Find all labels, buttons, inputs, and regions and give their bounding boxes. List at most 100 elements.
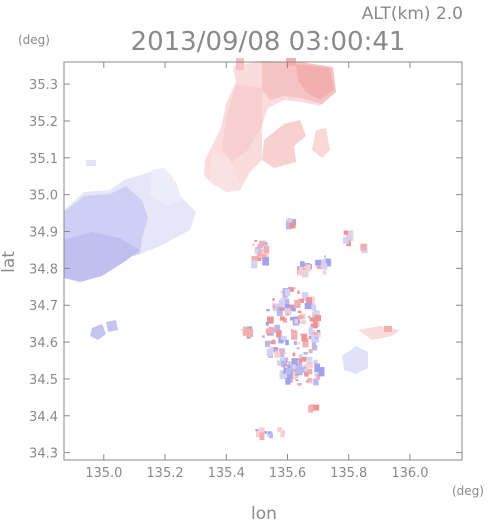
echo-cell bbox=[266, 433, 270, 437]
echo-cell bbox=[256, 255, 260, 259]
echo-cell bbox=[315, 259, 322, 266]
echo-cell bbox=[285, 221, 292, 230]
echo-cell bbox=[308, 405, 314, 413]
echo-cell bbox=[304, 374, 309, 377]
echo-cell bbox=[279, 357, 285, 363]
echo-cell bbox=[278, 299, 285, 309]
x-tick-label: 135.8 bbox=[330, 466, 367, 481]
echo-cell bbox=[262, 335, 265, 338]
echo-cell bbox=[247, 328, 253, 337]
radar-velocity-field bbox=[64, 58, 400, 441]
echo-cell bbox=[256, 257, 262, 261]
echo-cell bbox=[264, 431, 267, 434]
echo-cell bbox=[279, 307, 285, 311]
plot-frame bbox=[63, 61, 463, 461]
y-tick-label: 34.8 bbox=[29, 262, 58, 277]
echo-cell bbox=[302, 366, 307, 372]
echo-cell bbox=[301, 292, 309, 301]
echo-cell bbox=[258, 427, 265, 437]
echo-cell bbox=[265, 328, 270, 334]
echo-cell bbox=[263, 246, 270, 254]
echo-cell bbox=[307, 315, 311, 318]
echo-cell bbox=[270, 340, 276, 345]
echo-cell bbox=[272, 304, 276, 309]
echo-cell bbox=[312, 341, 316, 348]
echo-cell bbox=[269, 432, 273, 437]
y-tick-label: 34.5 bbox=[29, 373, 58, 388]
echo-cell bbox=[291, 305, 296, 312]
echo-cell bbox=[304, 368, 308, 372]
echo-cell bbox=[293, 287, 296, 290]
echo-cell bbox=[240, 328, 243, 331]
echo-cell bbox=[298, 354, 302, 360]
x-unit-label: (deg) bbox=[452, 484, 484, 498]
echo-cell bbox=[268, 326, 274, 334]
echo-cell bbox=[280, 430, 285, 438]
echo-cell bbox=[279, 316, 285, 321]
echo-cell bbox=[297, 320, 302, 324]
echo-cell bbox=[301, 333, 308, 342]
echo-cell bbox=[272, 298, 275, 302]
echo-cell bbox=[251, 258, 258, 269]
echo-cell bbox=[343, 230, 349, 235]
echo-cell bbox=[294, 299, 301, 308]
echo-cell bbox=[300, 356, 307, 362]
echo-cell bbox=[313, 404, 320, 411]
echo-cell bbox=[316, 374, 321, 380]
echo-cell bbox=[296, 347, 300, 350]
echo-cell bbox=[291, 358, 298, 365]
echo-cell bbox=[290, 379, 293, 382]
echo-region-west bbox=[64, 160, 196, 340]
echo-cell bbox=[266, 348, 273, 357]
y-tick-label: 35.1 bbox=[29, 152, 58, 167]
echo-cell bbox=[295, 364, 303, 375]
echo-cell bbox=[285, 365, 288, 368]
echo-cell bbox=[283, 351, 287, 354]
echo-cell bbox=[257, 243, 264, 248]
echo-cell bbox=[289, 371, 296, 380]
echo-cell bbox=[293, 340, 298, 345]
echo-cell bbox=[297, 291, 300, 294]
echo-cell bbox=[254, 239, 258, 242]
echo-cell bbox=[288, 287, 294, 292]
echo-cell bbox=[277, 427, 283, 432]
echo-cell bbox=[314, 372, 322, 377]
echo-cell bbox=[306, 361, 313, 368]
echo-cell bbox=[264, 340, 271, 348]
echo-cell bbox=[275, 350, 278, 352]
echo-cell bbox=[308, 327, 313, 335]
echo-cell bbox=[312, 321, 318, 329]
echo-cell bbox=[285, 378, 291, 385]
y-unit-label: (deg) bbox=[18, 33, 50, 47]
echo-cell bbox=[360, 243, 367, 251]
echo-cell bbox=[313, 359, 318, 364]
echo-cell bbox=[321, 259, 326, 264]
echo-cell bbox=[316, 263, 323, 270]
echo-cell bbox=[287, 218, 293, 223]
echo-cell bbox=[323, 255, 326, 258]
echo-cell bbox=[314, 315, 322, 321]
echo-cell bbox=[311, 334, 318, 343]
echo-cell bbox=[276, 308, 283, 317]
echo-cell bbox=[316, 330, 321, 333]
y-tick-label: 34.6 bbox=[29, 336, 58, 351]
echo-cell bbox=[255, 429, 258, 432]
echo-cell bbox=[252, 243, 255, 247]
echo-cell bbox=[314, 363, 320, 373]
echo-cell bbox=[294, 319, 298, 324]
echo-cell bbox=[297, 342, 301, 345]
echo-cell bbox=[261, 254, 267, 260]
echo-cell bbox=[300, 333, 303, 336]
echo-cell bbox=[254, 248, 259, 254]
echo-cell bbox=[262, 257, 269, 266]
echo-cell bbox=[288, 304, 295, 311]
echo-cell bbox=[297, 383, 302, 386]
echo-cell bbox=[285, 289, 291, 297]
echo-cell bbox=[279, 370, 287, 379]
echo-cell bbox=[297, 315, 304, 320]
echo-cell bbox=[276, 330, 282, 338]
echo-cell bbox=[318, 367, 325, 377]
y-tick-label: 34.4 bbox=[29, 410, 58, 425]
subtitle: ALT(km) 2.0 bbox=[362, 4, 463, 24]
echo-cell bbox=[342, 237, 349, 244]
